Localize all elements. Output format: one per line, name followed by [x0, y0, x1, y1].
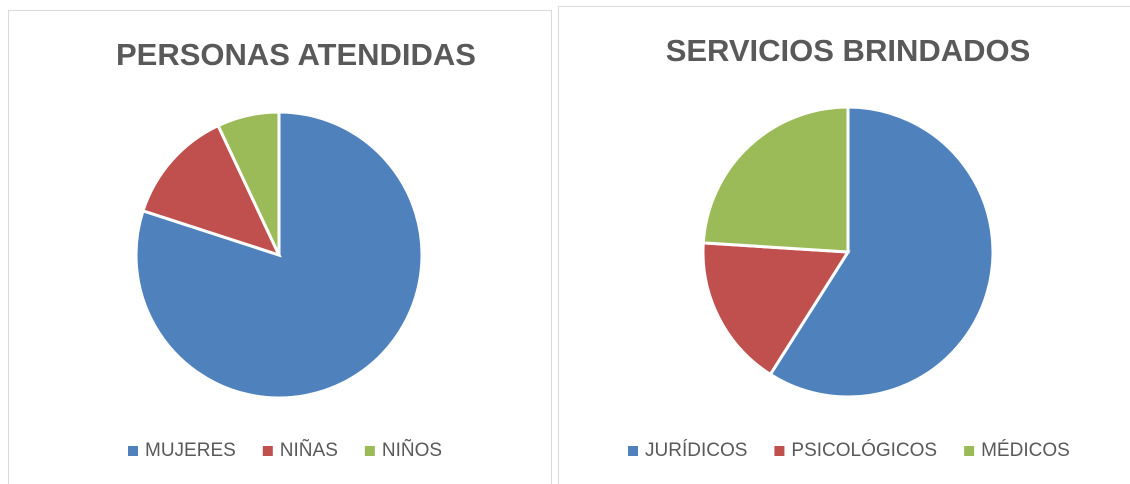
- legend-label: JURÍDICOS: [645, 440, 747, 461]
- pie-slice: [701, 241, 851, 377]
- legend-label: NIÑOS: [382, 439, 442, 461]
- legend-label: NIÑAS: [280, 439, 338, 461]
- legend-swatch: [774, 446, 785, 456]
- legend-swatch: [964, 446, 975, 456]
- pie-slice: [701, 105, 850, 254]
- legend-label: MÉDICOS: [981, 440, 1070, 461]
- legend-swatch: [262, 446, 273, 456]
- chart-title: SERVICIOS BRINDADOS: [666, 33, 1031, 68]
- chart-title: PERSONAS ATENDIDAS: [116, 37, 476, 72]
- legend-swatch: [128, 446, 138, 456]
- legend-label: MUJERES: [145, 440, 236, 461]
- legend-label: PSICOLÓGICOS: [791, 439, 937, 461]
- legend-swatch: [364, 446, 375, 456]
- pie-slice: [141, 123, 282, 258]
- pie-slice: [768, 105, 995, 399]
- pie-slice: [216, 110, 281, 256]
- legend-swatch: [628, 446, 638, 456]
